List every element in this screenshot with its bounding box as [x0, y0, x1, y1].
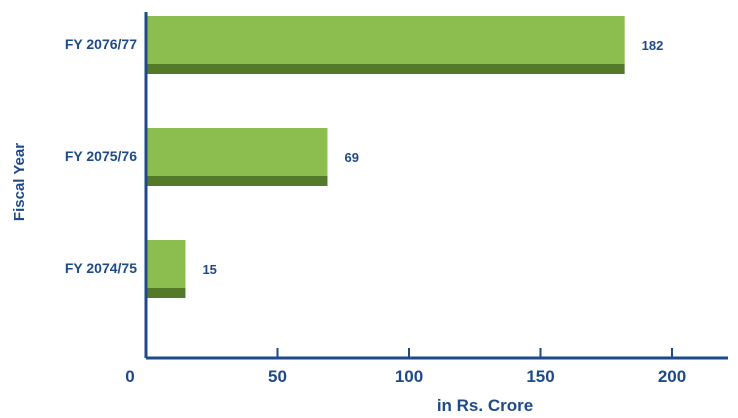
bar-shadow-1: [146, 176, 328, 186]
bar-face-2: [146, 240, 186, 288]
bar-shadow-0: [146, 64, 625, 74]
category-labels-group: FY 2076/77 FY 2075/76 FY 2074/75: [65, 36, 137, 276]
value-labels-group: 182 69 15: [202, 38, 663, 277]
bar-shadow-2: [146, 288, 186, 298]
category-label-0: FY 2076/77: [65, 36, 137, 52]
bar-face-1: [146, 128, 328, 176]
value-label-2: 15: [202, 262, 216, 277]
x-tick-label-4: 200: [658, 367, 686, 386]
category-label-1: FY 2075/76: [65, 148, 137, 164]
value-label-0: 182: [642, 38, 664, 53]
value-label-1: 69: [344, 150, 358, 165]
x-tick-label-3: 150: [526, 367, 554, 386]
x-tick-label-1: 50: [268, 367, 287, 386]
x-ticks-group: 0 50 100 150 200: [125, 348, 686, 386]
y-axis-title: Fiscal Year: [11, 143, 28, 221]
category-label-2: FY 2074/75: [65, 260, 137, 276]
x-tick-label-0: 0: [125, 367, 134, 386]
x-axis-title: in Rs. Crore: [437, 396, 533, 415]
bars-group: [146, 16, 625, 298]
bar-face-0: [146, 16, 625, 64]
x-tick-label-2: 100: [395, 367, 423, 386]
